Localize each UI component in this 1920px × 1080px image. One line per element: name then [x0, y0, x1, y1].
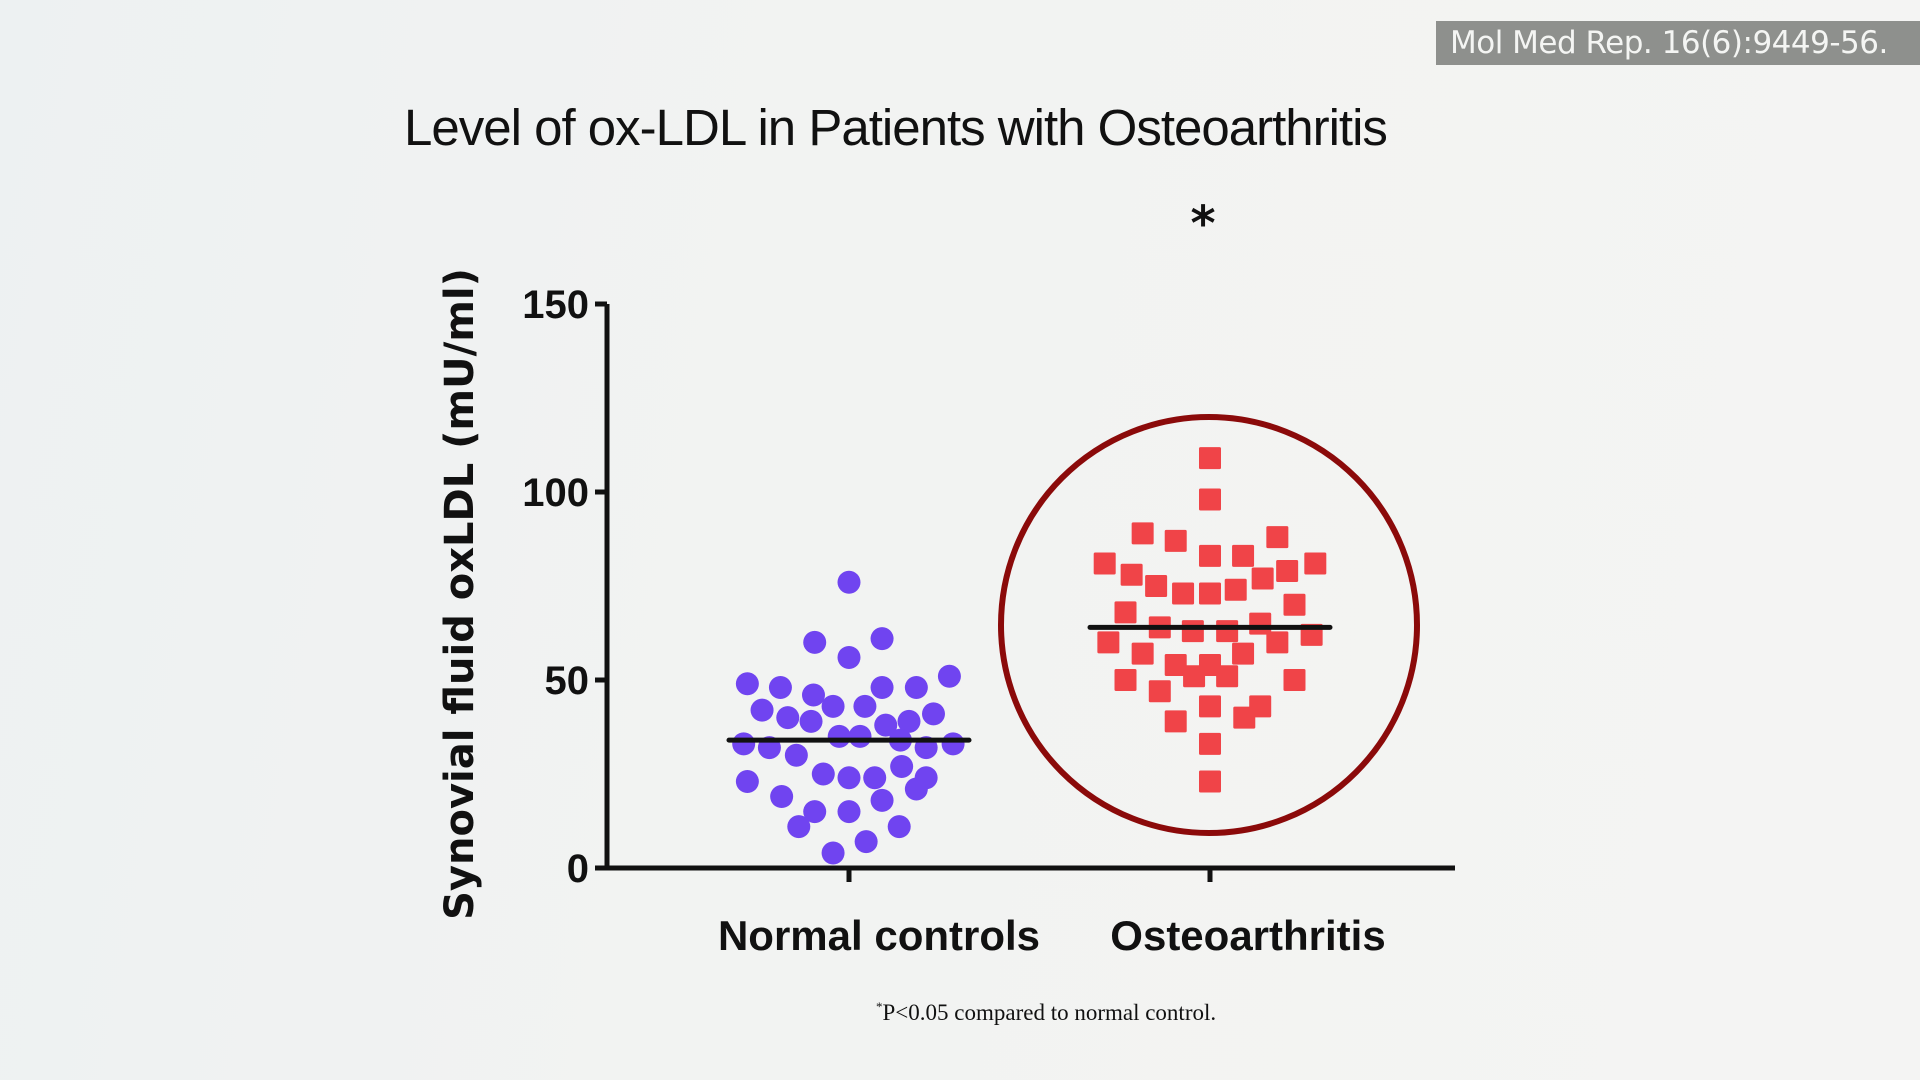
- data-point-normal: [921, 702, 945, 726]
- data-point-osteoarthritis: [1164, 710, 1187, 733]
- data-point-normal: [821, 694, 845, 718]
- data-point-normal: [887, 815, 911, 839]
- data-point-osteoarthritis: [1283, 593, 1306, 616]
- data-point-osteoarthritis: [1114, 669, 1137, 691]
- data-point-normal: [750, 698, 774, 722]
- data-point-osteoarthritis: [1199, 732, 1221, 755]
- data-point-normal: [803, 800, 827, 824]
- data-point-osteoarthritis: [1199, 582, 1221, 605]
- data-point-osteoarthritis: [1266, 631, 1289, 654]
- data-point-osteoarthritis: [1276, 559, 1299, 582]
- data-point-osteoarthritis: [1232, 642, 1255, 665]
- data-point-osteoarthritis: [1249, 695, 1272, 718]
- data-point-normal: [776, 706, 800, 730]
- data-point-normal: [870, 788, 894, 812]
- data-point-normal: [853, 694, 877, 718]
- data-point-osteoarthritis: [1120, 563, 1143, 586]
- highlight-circle: [998, 414, 1420, 836]
- data-point-osteoarthritis: [1249, 612, 1272, 635]
- data-point-normal: [890, 754, 914, 778]
- data-point-osteoarthritis: [1145, 575, 1168, 597]
- data-point-osteoarthritis: [1093, 552, 1116, 575]
- data-point-osteoarthritis: [1199, 695, 1221, 718]
- data-point-osteoarthritis: [1283, 669, 1306, 691]
- data-point-normal: [870, 627, 894, 651]
- data-point-osteoarthritis: [1199, 447, 1221, 470]
- data-point-osteoarthritis: [1131, 642, 1154, 665]
- slide-title: Level of ox-LDL in Patients with Osteoar…: [404, 99, 1388, 156]
- data-point-normal: [904, 777, 928, 801]
- citation-badge: Mol Med Rep. 16(6):9449-56.: [1436, 21, 1920, 65]
- data-point-normal: [787, 815, 811, 839]
- data-point-normal: [837, 645, 861, 669]
- data-point-osteoarthritis: [1199, 544, 1221, 567]
- data-point-normal: [904, 676, 928, 700]
- data-point-normal: [732, 732, 756, 756]
- data-point-normal: [735, 770, 759, 794]
- data-point-normal: [897, 709, 921, 733]
- footnote-mark: *: [876, 999, 883, 1014]
- data-point-osteoarthritis: [1304, 552, 1327, 575]
- y-axis-title: Synovial fluid oxLDL (mU/ml): [437, 268, 483, 920]
- data-point-normal: [874, 713, 898, 737]
- data-point-osteoarthritis: [1266, 526, 1289, 549]
- data-point-normal: [854, 830, 878, 854]
- x-category-label: Normal controls: [718, 912, 1040, 959]
- y-tick-label: 150: [522, 283, 589, 327]
- data-point-normal: [848, 724, 872, 748]
- data-point-normal: [837, 800, 861, 824]
- data-point-normal: [827, 724, 851, 748]
- data-point-normal: [803, 630, 827, 654]
- data-point-osteoarthritis: [1216, 665, 1239, 688]
- data-point-osteoarthritis: [1097, 631, 1120, 654]
- footnote-text: P<0.05 compared to normal control.: [882, 1000, 1217, 1025]
- data-point-normal: [821, 841, 845, 865]
- data-point-normal: [837, 766, 861, 790]
- x-category-label: Osteoarthritis: [1110, 912, 1385, 959]
- y-tick-label: 0: [567, 847, 589, 891]
- data-point-normal: [941, 732, 965, 756]
- data-point-normal: [811, 762, 835, 786]
- data-point-normal: [768, 676, 792, 700]
- footnote: *P<0.05 compared to normal control.: [876, 999, 1216, 1026]
- data-point-normal: [784, 743, 808, 767]
- data-point-normal: [937, 664, 961, 688]
- data-point-osteoarthritis: [1183, 665, 1206, 688]
- data-point-osteoarthritis: [1172, 582, 1195, 605]
- data-point-normal: [770, 785, 794, 809]
- data-point-normal: [799, 709, 823, 733]
- data-point-osteoarthritis: [1216, 620, 1239, 643]
- data-point-osteoarthritis: [1224, 578, 1247, 601]
- data-point-osteoarthritis: [1199, 488, 1221, 511]
- data-point-osteoarthritis: [1164, 653, 1187, 676]
- data-point-normal: [870, 676, 894, 700]
- data-point-normal: [863, 766, 887, 790]
- axes: 0 50 100 150 Normal controls Osteoarthritis: [522, 283, 1455, 959]
- data-point-osteoarthritis: [1181, 620, 1204, 643]
- y-tick-label: 50: [545, 659, 590, 703]
- data-point-osteoarthritis: [1164, 529, 1187, 552]
- data-point-osteoarthritis: [1251, 567, 1274, 590]
- data-point-osteoarthritis: [1114, 601, 1137, 624]
- data-point-osteoarthritis: [1232, 544, 1255, 567]
- data-point-normal: [801, 683, 825, 707]
- data-point-osteoarthritis: [1131, 522, 1154, 545]
- data-point-osteoarthritis: [1199, 770, 1221, 793]
- data-point-osteoarthritis: [1148, 680, 1171, 703]
- y-tick-label: 100: [522, 471, 589, 515]
- data-point-normal: [735, 672, 759, 696]
- significance-asterisk: *: [1190, 196, 1215, 252]
- data-point-normal: [837, 570, 861, 594]
